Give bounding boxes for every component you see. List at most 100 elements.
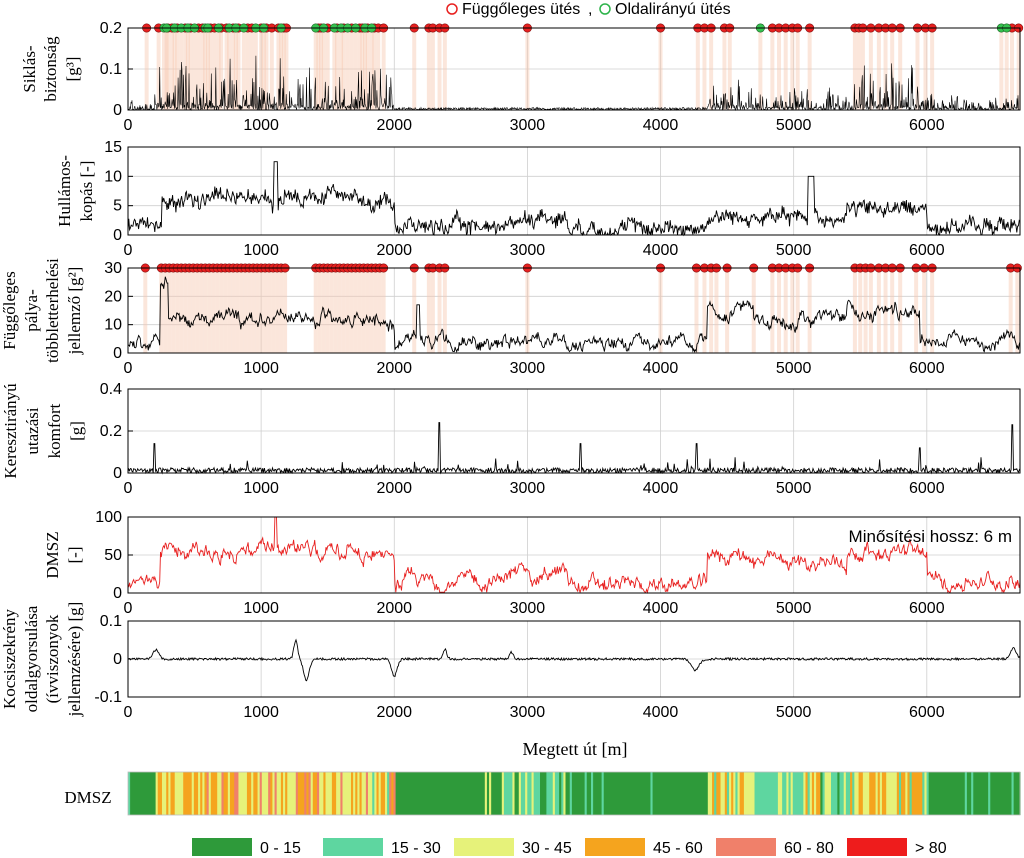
strip-segment bbox=[994, 772, 998, 815]
strip-segment bbox=[924, 772, 928, 815]
strip-segment bbox=[240, 772, 244, 815]
strip-segment bbox=[639, 772, 643, 815]
strip-segment bbox=[191, 772, 195, 815]
y-tick-label: 5 bbox=[113, 198, 122, 215]
strip-segment bbox=[493, 772, 497, 815]
event-band bbox=[187, 268, 192, 353]
strip-segment bbox=[334, 772, 337, 815]
strip-segment bbox=[947, 772, 951, 815]
strip-segment bbox=[416, 772, 420, 815]
strip-segment bbox=[384, 772, 388, 815]
x-tick-label: 3000 bbox=[510, 704, 546, 721]
event-band bbox=[426, 28, 431, 110]
strip-segment bbox=[397, 772, 401, 815]
strip-segment bbox=[503, 772, 507, 815]
x-tick-label: 5000 bbox=[776, 600, 812, 617]
strip-segment bbox=[308, 772, 312, 815]
series-line-dmsz bbox=[127, 516, 1021, 594]
strip-segment bbox=[958, 772, 962, 815]
event-band bbox=[725, 268, 730, 353]
y-axis-label-line: Siklás- bbox=[20, 45, 39, 93]
strip-segment bbox=[144, 772, 148, 815]
plot-frame bbox=[127, 146, 1021, 236]
strip-segment bbox=[822, 772, 826, 815]
series-line-siklas bbox=[127, 55, 1021, 112]
event-band bbox=[267, 268, 272, 353]
event-band bbox=[930, 268, 935, 353]
strip-segment bbox=[714, 772, 717, 815]
event-band bbox=[205, 28, 210, 110]
x-tick-label: 1000 bbox=[243, 360, 279, 377]
strip-segment bbox=[546, 772, 550, 815]
strip-segment bbox=[841, 772, 845, 815]
x-tick-label: 0 bbox=[124, 242, 133, 259]
strip-segment bbox=[930, 772, 934, 815]
strip-segment bbox=[635, 772, 639, 815]
y-tick-label: 0 bbox=[113, 227, 122, 244]
strip-segment bbox=[648, 772, 652, 815]
strip-segment bbox=[323, 772, 327, 815]
strip-segment bbox=[956, 772, 960, 815]
strip-segment bbox=[472, 772, 475, 815]
event-band bbox=[695, 28, 700, 110]
class-swatch bbox=[323, 838, 383, 856]
event-band bbox=[245, 28, 250, 110]
strip-segment bbox=[718, 772, 722, 815]
strip-segment bbox=[839, 772, 843, 815]
strip-segment bbox=[977, 772, 981, 815]
event-band bbox=[883, 28, 888, 110]
dmsz-strip-label: DMSZ bbox=[64, 788, 111, 807]
event-band bbox=[255, 268, 260, 353]
strip-segment bbox=[310, 772, 314, 815]
event-band bbox=[807, 28, 812, 110]
strip-segment bbox=[295, 772, 299, 815]
event-band bbox=[313, 268, 318, 353]
chart-panels: 00.10.20 1000 2000 3000 4000 5000 6000Siklás-b… bbox=[0, 20, 1024, 721]
strip-segment bbox=[559, 772, 562, 815]
event-band bbox=[412, 268, 417, 353]
class-swatch bbox=[192, 838, 252, 856]
strip-segment bbox=[410, 772, 414, 815]
event-band bbox=[227, 28, 232, 110]
class-label: 60 - 80 bbox=[784, 840, 834, 857]
strip-segment bbox=[654, 772, 658, 815]
strip-segment bbox=[992, 772, 996, 815]
strip-segment bbox=[996, 772, 1000, 815]
strip-segment bbox=[663, 772, 666, 815]
strip-segment bbox=[266, 772, 269, 815]
strip-segment bbox=[401, 772, 405, 815]
strip-segment bbox=[699, 772, 703, 815]
strip-segment bbox=[610, 772, 613, 815]
strip-segment bbox=[720, 772, 724, 815]
strip-segment bbox=[983, 772, 987, 815]
x-tick-label: 4000 bbox=[643, 600, 679, 617]
strip-segment bbox=[540, 772, 543, 815]
event-band bbox=[376, 28, 381, 110]
event-band bbox=[860, 28, 865, 110]
event-band bbox=[313, 28, 318, 110]
strip-segment bbox=[429, 772, 433, 815]
event-band bbox=[373, 268, 378, 353]
strip-segment bbox=[1003, 772, 1006, 815]
strip-segment bbox=[971, 772, 974, 815]
x-tick-label: 2000 bbox=[376, 600, 412, 617]
event-band bbox=[259, 268, 264, 353]
strip-segment bbox=[979, 772, 983, 815]
event-band bbox=[319, 28, 324, 110]
strip-segment bbox=[374, 772, 378, 815]
strip-segment bbox=[283, 772, 286, 815]
strip-segment bbox=[210, 772, 214, 815]
strip-segment bbox=[176, 772, 180, 815]
event-band bbox=[377, 268, 382, 353]
x-tick-label: 2000 bbox=[376, 704, 412, 721]
strip-segment bbox=[363, 772, 367, 815]
strip-segment bbox=[523, 772, 526, 815]
strip-segment bbox=[593, 772, 596, 815]
strip-segment bbox=[758, 772, 762, 815]
strip-segment bbox=[941, 772, 945, 815]
event-band bbox=[183, 268, 188, 353]
strip-segment bbox=[270, 772, 274, 815]
strip-segment bbox=[227, 772, 231, 815]
event-band bbox=[329, 268, 334, 353]
y-tick-label: 100 bbox=[95, 509, 122, 526]
